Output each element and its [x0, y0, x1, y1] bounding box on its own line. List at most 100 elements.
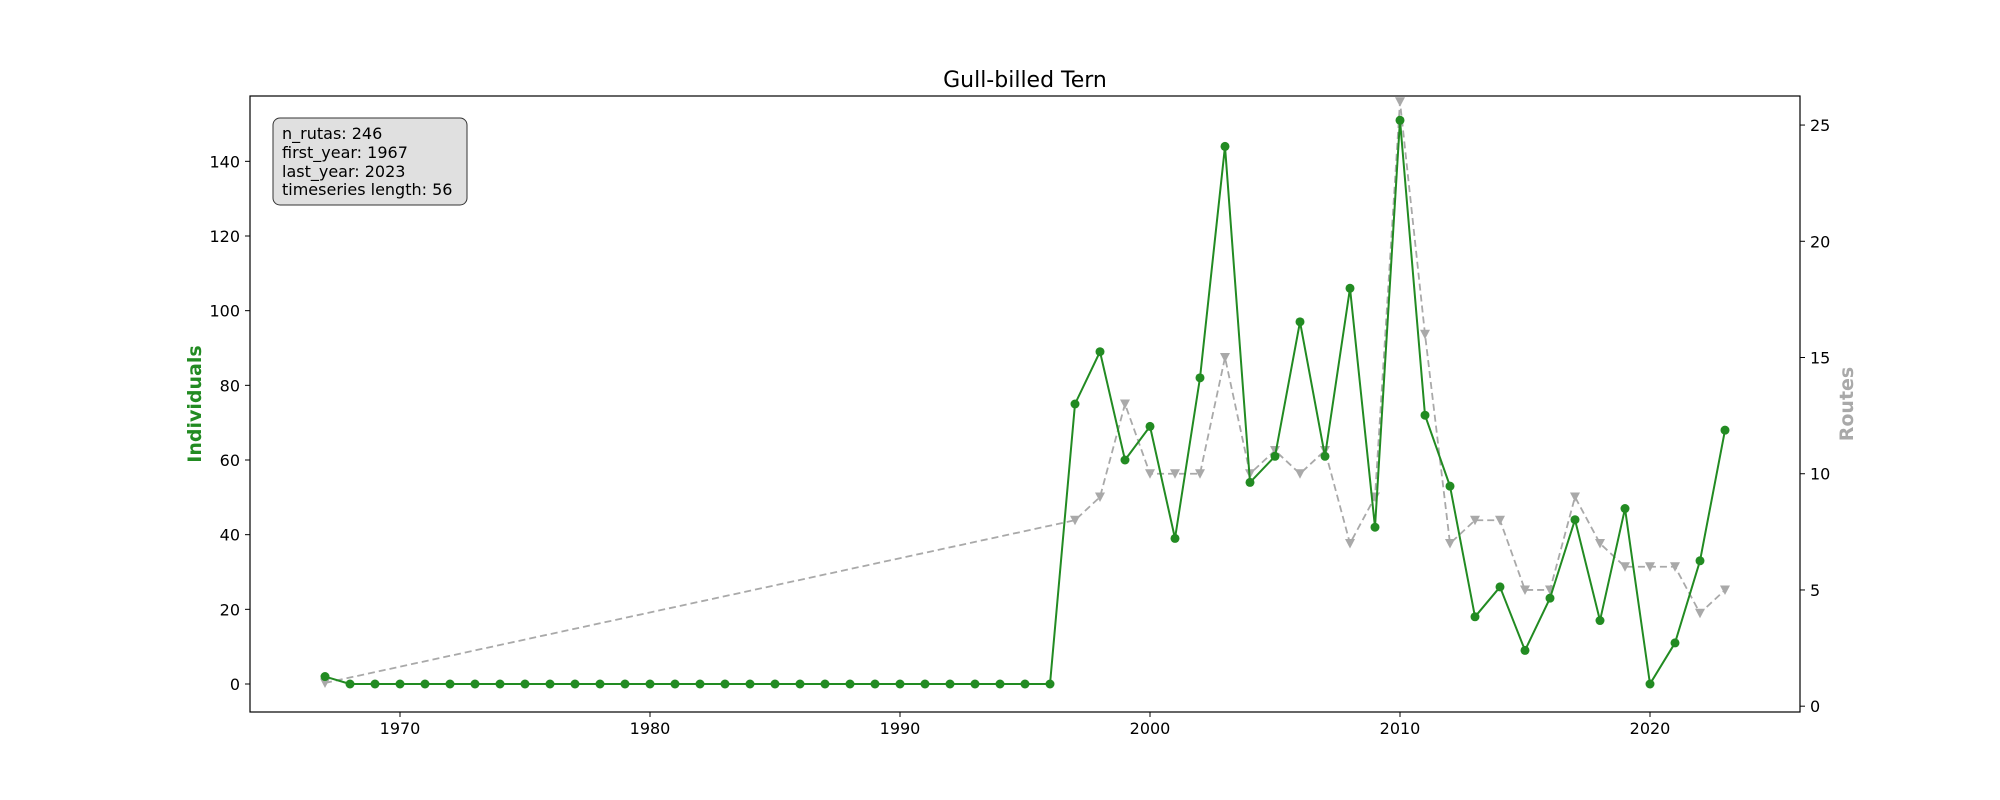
individuals-point: [1145, 421, 1155, 431]
y-right-tick-label: 0: [1810, 697, 1820, 716]
individuals-point: [1345, 283, 1355, 293]
y-left-tick-label: 60: [220, 451, 240, 470]
routes-point: [320, 678, 330, 688]
info-line-n-rutas: n_rutas: 246: [282, 124, 382, 144]
chart-title: Gull-billed Tern: [943, 68, 1107, 93]
individuals-point: [1720, 425, 1730, 435]
individuals-point: [1695, 556, 1705, 566]
y-left-tick-label: 0: [230, 675, 240, 694]
individuals-point: [545, 679, 555, 689]
individuals-point: [1495, 582, 1505, 592]
routes-point: [1595, 538, 1605, 549]
individuals-point: [1620, 504, 1630, 514]
individuals-point: [620, 679, 630, 689]
y-right-tick-label: 5: [1810, 581, 1820, 600]
individuals-point: [820, 679, 830, 689]
routes-point: [1670, 562, 1680, 572]
individuals-point: [320, 672, 330, 682]
individuals-point: [1195, 373, 1205, 383]
individuals-point: [1645, 679, 1655, 689]
individuals-point: [470, 679, 480, 689]
routes-point: [1520, 585, 1530, 595]
y-left-tick-label: 40: [220, 526, 240, 545]
routes-point: [1570, 492, 1580, 502]
individuals-point: [1520, 645, 1530, 655]
routes-point: [1395, 97, 1405, 107]
x-tick-label: 2010: [1380, 719, 1421, 738]
routes-point: [1445, 538, 1455, 549]
individuals-point: [1270, 451, 1280, 461]
individuals-point: [1070, 399, 1080, 409]
info-line-timeseries-length: timeseries length: 56: [282, 180, 452, 199]
y-right-tick-label: 15: [1810, 349, 1830, 368]
individuals-point: [1095, 347, 1105, 357]
individuals-point: [995, 679, 1005, 689]
info-line-first-year: first_year: 1967: [282, 143, 408, 163]
individuals-point: [520, 679, 530, 689]
individuals-point: [795, 679, 805, 689]
info-box-background: [272, 117, 468, 206]
x-tick-label: 1990: [880, 719, 921, 738]
plot-frame: [249, 95, 1801, 713]
individuals-point: [970, 679, 980, 689]
y-left-tick-label: 20: [220, 600, 240, 619]
individuals-point: [1570, 515, 1580, 525]
individuals-point: [395, 679, 405, 689]
individuals-point: [1120, 455, 1130, 465]
individuals-point: [1670, 638, 1680, 648]
y-right-tick-label: 10: [1810, 465, 1830, 484]
routes-point: [1120, 399, 1130, 409]
routes-point: [1470, 515, 1480, 526]
routes-point: [1270, 445, 1280, 456]
info-box: n_rutas: 246 first_year: 1967 last_year:…: [272, 117, 468, 206]
individuals-point: [695, 679, 705, 689]
routes-point: [1220, 353, 1230, 363]
individuals-point: [1295, 317, 1305, 327]
y-right-tick-label: 20: [1810, 232, 1830, 251]
y-left-tick-label: 80: [220, 376, 240, 395]
individuals-point: [495, 679, 505, 689]
individuals-point: [595, 679, 605, 689]
routes-point: [1070, 515, 1080, 526]
individuals-point: [1370, 522, 1380, 532]
individuals-point: [920, 679, 930, 689]
individuals-point: [445, 679, 455, 689]
individuals-point: [1395, 115, 1405, 125]
x-tick-label: 2020: [1630, 719, 1671, 738]
routes-point: [1095, 492, 1105, 502]
y-left-tick-label: 120: [209, 227, 240, 246]
individuals-line: [324, 119, 1726, 685]
individuals-point: [345, 679, 355, 689]
routes-point: [1695, 608, 1705, 619]
y-left-tick-label: 140: [209, 152, 240, 171]
routes-point: [1170, 469, 1180, 479]
individuals-point: [895, 679, 905, 689]
routes-point: [1645, 562, 1655, 572]
individuals-point: [1595, 616, 1605, 626]
individuals-point: [870, 679, 880, 689]
routes-point: [1345, 538, 1355, 549]
individuals-point: [1420, 410, 1430, 420]
routes-point: [1145, 469, 1155, 479]
individuals-point: [1320, 451, 1330, 461]
routes-line: [324, 101, 1726, 684]
x-tick-label: 1980: [630, 719, 671, 738]
x-tick-label: 1970: [380, 719, 421, 738]
routes-point: [1620, 562, 1630, 572]
individuals-point: [570, 679, 580, 689]
routes-point: [1720, 585, 1730, 595]
individuals-point: [1045, 679, 1055, 689]
individuals-point: [845, 679, 855, 689]
info-line-last-year: last_year: 2023: [282, 162, 405, 182]
x-axis: 1970 1980 1990 2000 2010 2020: [380, 712, 1671, 738]
routes-point: [1495, 515, 1505, 526]
routes-point: [1420, 329, 1430, 340]
y-axis-right: 0 5 10 15 20 25: [1800, 116, 1830, 716]
individuals-point: [1220, 141, 1230, 151]
individuals-point: [645, 679, 655, 689]
individuals-point: [1545, 593, 1555, 603]
y-axis-left-label: Individuals: [184, 345, 206, 462]
individuals-point: [1445, 481, 1455, 491]
individuals-point: [1245, 477, 1255, 487]
